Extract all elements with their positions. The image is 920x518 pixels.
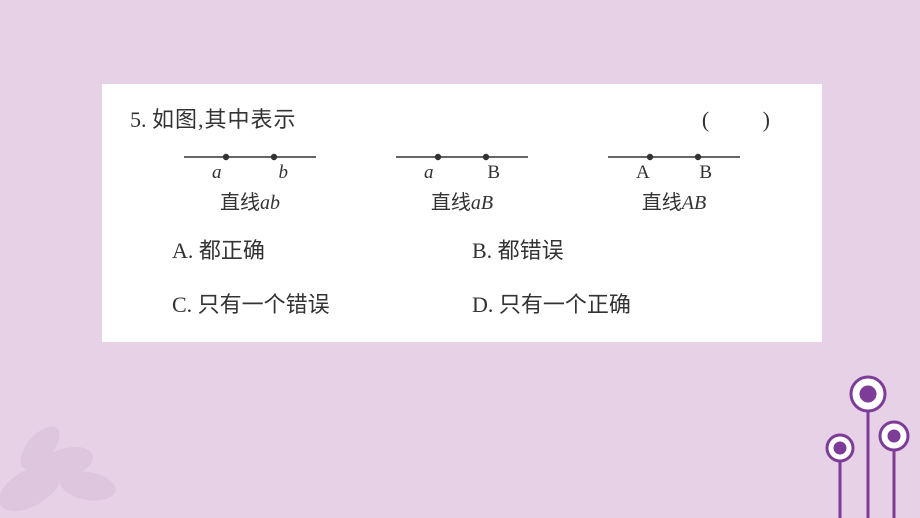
- question-stem: 5. 如图,其中表示: [130, 102, 297, 134]
- figure-1: a b 直线ab: [180, 148, 320, 215]
- figure-2-point-labels: a B: [392, 162, 532, 184]
- point-label: B: [699, 162, 712, 184]
- point-label: a: [424, 162, 434, 184]
- question-text: 如图,其中表示: [152, 107, 297, 132]
- figure-3-caption: 直线AB: [642, 186, 706, 215]
- point-label: B: [487, 162, 500, 184]
- option-b: B. 都错误: [472, 233, 732, 265]
- option-a: A. 都正确: [172, 233, 432, 265]
- figure-3: A B 直线AB: [604, 148, 744, 215]
- figures-row: a b 直线ab a B 直线aB: [130, 148, 794, 215]
- figure-2: a B 直线aB: [392, 148, 532, 215]
- question-number: 5.: [130, 107, 147, 132]
- answer-paren: ( ): [702, 107, 794, 133]
- figure-2-caption: 直线aB: [431, 186, 493, 215]
- figure-1-point-labels: a b: [180, 162, 320, 184]
- options-grid: A. 都正确 B. 都错误 C. 只有一个错误 D. 只有一个正确: [130, 233, 794, 319]
- point-label: A: [636, 162, 650, 184]
- figure-1-caption: 直线ab: [220, 186, 280, 215]
- point-label: a: [212, 162, 222, 184]
- question-card: 5. 如图,其中表示 ( ) a b 直线ab: [102, 84, 822, 342]
- leaf-decoration-icon: [0, 378, 160, 518]
- option-d: D. 只有一个正确: [472, 287, 732, 319]
- point-label: b: [279, 162, 289, 184]
- figure-3-point-labels: A B: [604, 162, 744, 184]
- flower-decoration-icon: [750, 348, 920, 518]
- question-row: 5. 如图,其中表示 ( ): [130, 102, 794, 134]
- option-c: C. 只有一个错误: [172, 287, 432, 319]
